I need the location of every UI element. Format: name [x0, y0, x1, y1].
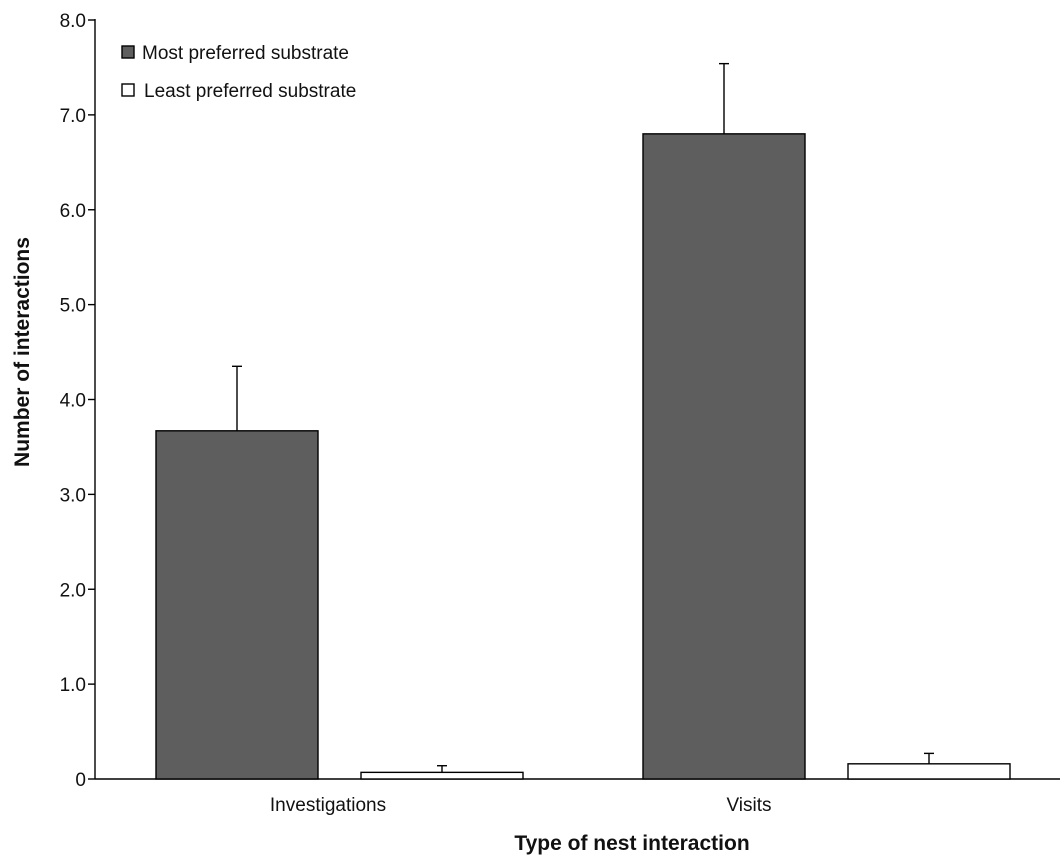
plot-area: 0 1.0 2.0 3.0 4.0 5.0 6.0 7.0 8.0 Investigations V… [60, 11, 1060, 816]
y-tick-label: 1.0 [60, 675, 86, 696]
x-tick-label-visits: Visits [726, 795, 771, 816]
y-tick-label: 7.0 [60, 106, 86, 127]
y-tick-label: 3.0 [60, 485, 86, 506]
y-tick-label: 6.0 [60, 201, 86, 222]
x-axis-title: Type of nest interaction [514, 832, 749, 855]
y-tick-label: 4.0 [60, 391, 86, 412]
y-axis-title: Number of interactions [11, 237, 34, 467]
legend: Most preferred substrate Least preferred… [121, 43, 356, 102]
x-tick-label-investigations: Investigations [270, 795, 386, 816]
y-tick-label: 8.0 [60, 11, 86, 32]
bar-most-visits [642, 133, 806, 780]
legend-label-least-preferred: Least preferred substrate [144, 81, 356, 102]
legend-label-most-preferred: Most preferred substrate [142, 43, 349, 64]
legend-swatch-most-preferred [121, 45, 135, 59]
y-tick-label: 2.0 [60, 580, 86, 601]
bar-least-visits [847, 763, 1011, 780]
y-tick-label: 5.0 [60, 296, 86, 317]
bar-most-investigations [155, 430, 319, 780]
legend-swatch-least-preferred [121, 83, 135, 97]
bar-least-investigations [360, 771, 524, 780]
y-tick-label: 0 [75, 770, 86, 791]
